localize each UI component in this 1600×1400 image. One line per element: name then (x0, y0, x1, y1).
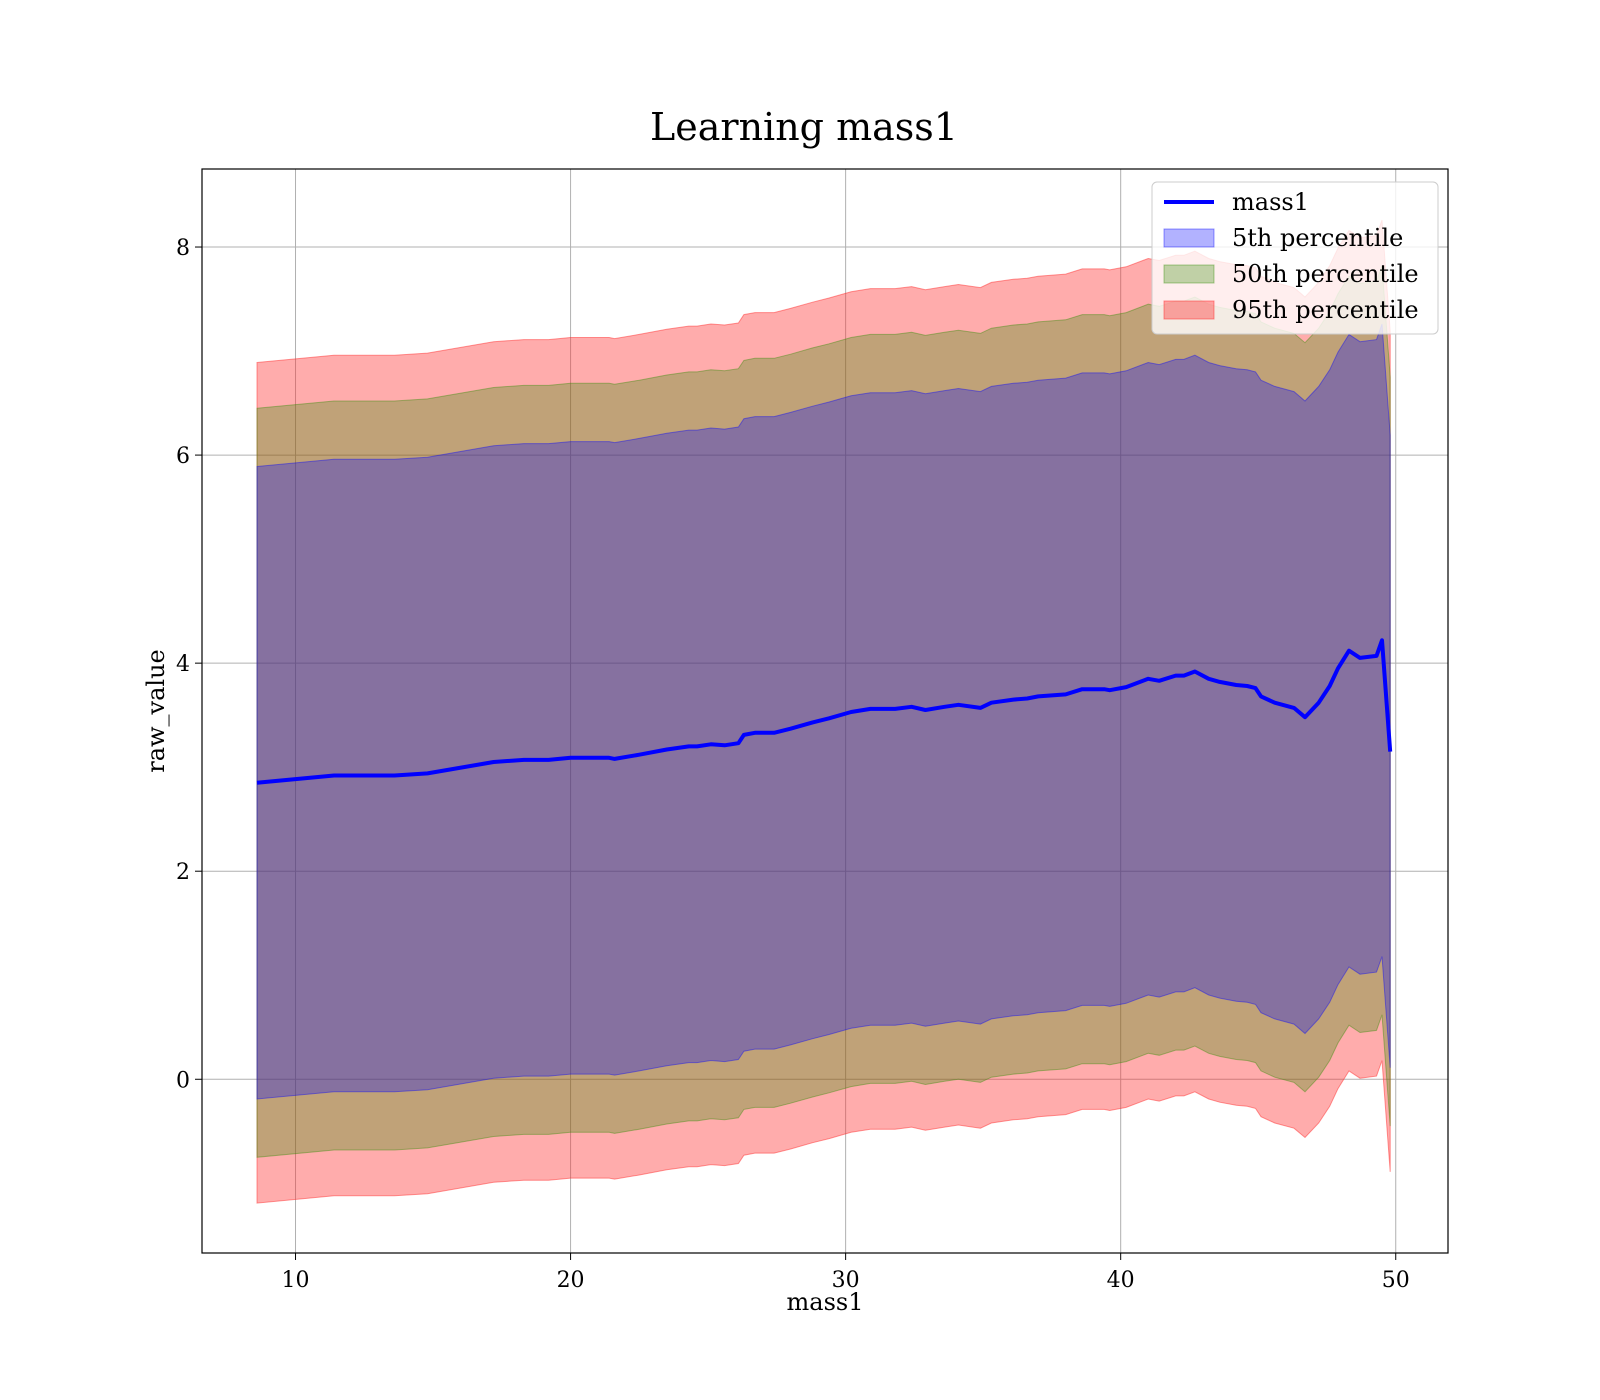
legend-swatch-5th-percentile (1163, 228, 1215, 248)
y-tick-label: 0 (176, 1068, 190, 1093)
x-axis-ticks: 10 20 30 40 50 (282, 1253, 1410, 1293)
chart-title: Learning mass1 (650, 105, 958, 149)
legend-label-95th-percentile: 95th percentile (1232, 296, 1419, 324)
x-axis-label: mass1 (787, 1288, 864, 1316)
band-95th-percentile (256, 219, 1391, 1204)
legend-box (1151, 181, 1439, 335)
y-tick-label: 2 (176, 860, 190, 885)
plot-frame (201, 168, 1449, 1254)
y-axis-ticks: 0 2 4 6 8 (176, 236, 202, 1093)
x-tick-label: 40 (1107, 1268, 1135, 1293)
x-tick-label: 10 (282, 1268, 310, 1293)
legend-label-5th-percentile: 5th percentile (1232, 224, 1403, 252)
band-layer (256, 219, 1391, 1204)
x-tick-label: 50 (1382, 1268, 1410, 1293)
legend-label-mass1: mass1 (1232, 188, 1309, 216)
x-tick-label: 20 (557, 1268, 585, 1293)
band-50th-percentile (256, 265, 1391, 1158)
legend-label-50th-percentile: 50th percentile (1232, 260, 1419, 288)
band-5th-percentile (256, 323, 1391, 1100)
x-tick-label: 30 (832, 1268, 860, 1293)
line-layer (256, 638, 1393, 785)
y-tick-label: 6 (176, 444, 190, 469)
legend-swatch-95th-percentile (1163, 300, 1215, 320)
y-tick-label: 8 (176, 236, 190, 261)
legend: mass1 5th percentile 50th percentile 95th p… (1151, 181, 1439, 335)
series-line-mass1 (256, 638, 1393, 785)
y-axis-label: raw_value (142, 649, 170, 773)
legend-swatch-50th-percentile (1163, 264, 1215, 284)
y-tick-label: 4 (176, 652, 190, 677)
